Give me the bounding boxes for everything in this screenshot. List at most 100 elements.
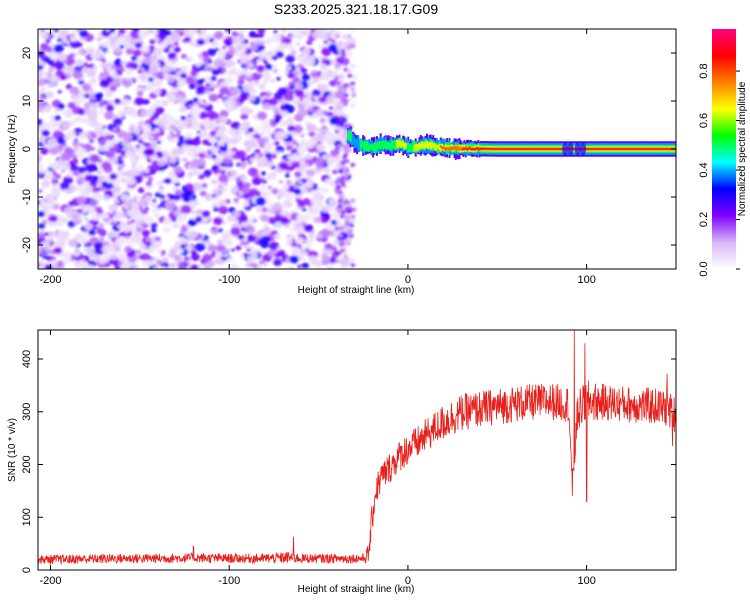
noise-blob	[302, 207, 307, 212]
noise-blob	[256, 58, 263, 64]
noise-blob	[173, 120, 182, 128]
noise-blob	[334, 216, 339, 221]
noise-blob	[152, 198, 157, 203]
noise-blob	[100, 79, 106, 84]
signal-cell	[359, 139, 362, 150]
noise-blob	[208, 93, 219, 102]
noise-blob	[123, 135, 132, 142]
signal-cell	[666, 148, 669, 150]
noise-blob	[166, 76, 176, 84]
noise-blob	[289, 181, 295, 186]
noise-blob	[320, 195, 325, 200]
noise-blob	[110, 221, 116, 226]
noise-blob	[328, 249, 334, 254]
noise-blob	[326, 158, 335, 165]
noise-blob	[205, 83, 210, 87]
noise-blob	[94, 206, 103, 213]
noise-blob	[241, 187, 251, 195]
signal-cell	[627, 148, 630, 150]
noise-blob	[191, 168, 202, 176]
noise-blob	[324, 178, 332, 184]
noise-blob	[57, 90, 62, 94]
noise-blob	[160, 266, 167, 269]
signal-cell	[499, 148, 502, 150]
noise-blob	[272, 202, 283, 211]
noise-blob	[181, 237, 190, 245]
noise-blob	[229, 169, 238, 176]
spectrogram-y-axis-label: Frequency (Hz)	[7, 115, 18, 184]
noise-blob	[222, 45, 227, 50]
noise-blob	[237, 29, 247, 33]
noise-blob	[321, 30, 328, 36]
noise-blob	[76, 196, 86, 205]
noise-blob	[301, 73, 311, 82]
noise-blob	[328, 43, 338, 52]
signal-cell	[531, 148, 534, 150]
signal-cell	[523, 148, 526, 150]
signal-cell	[493, 148, 496, 150]
noise-blob	[148, 45, 154, 50]
noise-blob	[73, 116, 83, 124]
noise-blob	[153, 88, 161, 95]
noise-blob	[287, 265, 295, 269]
y-tick-label: 0	[21, 146, 33, 152]
noise-blob	[319, 125, 329, 134]
noise-blob	[338, 209, 344, 214]
noise-blob	[89, 154, 100, 163]
snr-y-axis-label: SNR (10 * v/v)	[7, 418, 18, 482]
noise-blob	[212, 40, 219, 46]
noise-blob	[58, 163, 67, 171]
signal-cell	[451, 144, 454, 150]
noise-blob	[150, 164, 160, 172]
noise-blob	[287, 72, 295, 79]
noise-blob	[261, 69, 271, 78]
noise-blob	[321, 47, 331, 55]
noise-blob	[207, 142, 213, 147]
signal-cell	[509, 148, 512, 150]
noise-blob	[56, 52, 68, 62]
noise-blob	[55, 70, 65, 78]
noise-blob	[336, 143, 342, 148]
colorbar-label: Normalized spectral amplitude	[737, 81, 748, 216]
signal-cell	[498, 148, 501, 150]
noise-blob	[277, 249, 286, 257]
noise-blob	[51, 177, 56, 181]
signal-cell	[468, 147, 471, 149]
noise-blob	[318, 96, 327, 103]
noise-blob	[156, 140, 162, 145]
signal-cell	[558, 148, 561, 150]
signal-cell	[653, 148, 656, 150]
noise-blob	[68, 238, 79, 248]
noise-blob	[293, 100, 300, 105]
signal-cell	[654, 148, 657, 150]
noise-blob	[167, 94, 177, 103]
noise-blob	[124, 246, 132, 253]
noise-blob	[224, 76, 234, 85]
y-tick-label: 20	[21, 47, 33, 59]
noise-blob	[211, 68, 220, 76]
noise-blob	[180, 244, 186, 249]
y-tick-label: -10	[21, 189, 33, 205]
noise-blob	[48, 231, 55, 237]
noise-blob	[200, 29, 205, 34]
noise-blob	[148, 29, 154, 34]
signal-cell	[399, 140, 402, 148]
noise-blob	[62, 261, 67, 265]
noise-blob	[240, 47, 247, 53]
noise-blob	[318, 145, 325, 151]
noise-blob	[141, 45, 150, 53]
noise-blob	[213, 31, 224, 40]
signal-cell	[478, 149, 481, 151]
noise-blob	[66, 210, 78, 220]
noise-blob	[305, 244, 312, 250]
noise-blob	[307, 206, 315, 213]
noise-blob	[118, 110, 127, 117]
signal-cell	[417, 143, 420, 151]
noise-blob	[280, 105, 286, 111]
noise-blob	[350, 258, 356, 263]
noise-blob	[232, 210, 241, 218]
noise-blob	[203, 150, 209, 155]
noise-blob	[155, 180, 163, 187]
noise-blob	[105, 149, 116, 159]
noise-blob	[190, 137, 201, 147]
